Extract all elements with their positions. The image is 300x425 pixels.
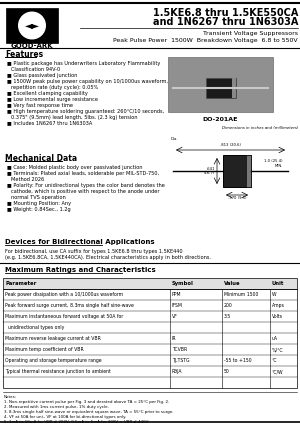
- Bar: [3, 289, 297, 388]
- Text: uA: uA: [272, 336, 278, 341]
- Text: ■ 1500W peak pulse power capability on 10/1000us waveform,: ■ 1500W peak pulse power capability on 1…: [7, 79, 168, 83]
- Text: Maximum instantaneous forward voltage at 50A for: Maximum instantaneous forward voltage at…: [5, 314, 123, 319]
- Text: and 1N6267 thru 1N6303A: and 1N6267 thru 1N6303A: [153, 17, 298, 27]
- Text: ■ Glass passivated junction: ■ Glass passivated junction: [7, 73, 77, 77]
- Text: Value: Value: [224, 281, 241, 286]
- Text: Dimensions in inches and (millimeters): Dimensions in inches and (millimeters): [222, 126, 298, 130]
- Text: Features: Features: [5, 49, 43, 59]
- Text: Maximum Ratings and Characteristics: Maximum Ratings and Characteristics: [5, 267, 156, 273]
- Text: Peak power dissipation with a 10/1000us waveform: Peak power dissipation with a 10/1000us …: [5, 292, 123, 297]
- Text: Mechanical Data: Mechanical Data: [5, 153, 77, 162]
- Text: ■ Plastic package has Underwriters Laboratory Flammability: ■ Plastic package has Underwriters Labor…: [7, 60, 160, 65]
- Text: IR: IR: [172, 336, 177, 341]
- Text: TCVBR: TCVBR: [172, 347, 187, 352]
- Text: repetition rate (duty cycle): 0.05%: repetition rate (duty cycle): 0.05%: [11, 85, 98, 90]
- Text: ■ Polarity: For unidirectional types the color band denotes the: ■ Polarity: For unidirectional types the…: [7, 182, 165, 187]
- Text: unidirectional types only: unidirectional types only: [5, 325, 64, 330]
- Text: ■ Low incremental surge resistance: ■ Low incremental surge resistance: [7, 96, 98, 102]
- Text: Amps: Amps: [272, 303, 285, 308]
- Text: (e.g. 1.5KE6.8CA, 1.5KE440CA). Electrical characteristics apply in both directio: (e.g. 1.5KE6.8CA, 1.5KE440CA). Electrica…: [5, 255, 211, 260]
- Bar: [3, 278, 297, 289]
- Text: Operating and storage temperature range: Operating and storage temperature range: [5, 358, 102, 363]
- Text: Peak forward surge current, 8.3ms single half sine-wave: Peak forward surge current, 8.3ms single…: [5, 303, 134, 308]
- Bar: [206, 77, 236, 97]
- Circle shape: [19, 12, 45, 39]
- Text: Dia.: Dia.: [171, 137, 178, 141]
- Text: ■ Mounting Position: Any: ■ Mounting Position: Any: [7, 201, 71, 206]
- Text: 2. Measured with 1ms current pulse, 1% duty cycle.: 2. Measured with 1ms current pulse, 1% d…: [4, 405, 109, 409]
- Text: PPM: PPM: [172, 292, 182, 297]
- Text: Transient Voltage Suppressors: Transient Voltage Suppressors: [203, 31, 298, 36]
- Text: Volts: Volts: [272, 314, 283, 319]
- Text: normal TVS operation: normal TVS operation: [11, 195, 66, 199]
- Text: ■ High temperature soldering guaranteed: 260°C/10 seconds,: ■ High temperature soldering guaranteed:…: [7, 108, 164, 113]
- Bar: [223, 155, 251, 187]
- Text: ■ Excellent clamping capability: ■ Excellent clamping capability: [7, 91, 88, 96]
- Text: ◄►: ◄►: [25, 20, 40, 31]
- Text: Classification 94V-0: Classification 94V-0: [11, 66, 60, 71]
- Text: 5. 1mA to 10mA for VBR ≤ 200V, 0.5mA to 5mA for 200V < VBR ≤ 440V.: 5. 1mA to 10mA for VBR ≤ 200V, 0.5mA to …: [4, 420, 149, 424]
- Text: -55 to +150: -55 to +150: [224, 358, 252, 363]
- Text: ■ Terminals: Plated axial leads, solderable per MIL-STD-750,: ■ Terminals: Plated axial leads, soldera…: [7, 170, 159, 176]
- Text: Parameter: Parameter: [5, 281, 36, 286]
- Text: RθJA: RθJA: [172, 369, 182, 374]
- Text: cathode, which is positive with respect to the anode under: cathode, which is positive with respect …: [11, 189, 160, 193]
- Bar: [246, 155, 251, 187]
- Text: TJ,TSTG: TJ,TSTG: [172, 358, 190, 363]
- Text: DO-201AE: DO-201AE: [203, 116, 238, 122]
- Text: 1.0 (25.4): 1.0 (25.4): [265, 159, 283, 163]
- Text: ■ Case: Molded plastic body over passivated junction: ■ Case: Molded plastic body over passiva…: [7, 164, 142, 170]
- Bar: [168, 57, 273, 112]
- Text: 50: 50: [224, 369, 230, 374]
- Text: .641
(16.7): .641 (16.7): [204, 167, 215, 175]
- Text: °C: °C: [272, 358, 278, 363]
- Text: 1.5KE6.8 thru 1.5KE550CA: 1.5KE6.8 thru 1.5KE550CA: [153, 8, 298, 18]
- Text: 3.5: 3.5: [224, 314, 231, 319]
- Text: Method 2026: Method 2026: [11, 176, 44, 181]
- Bar: [232, 77, 236, 97]
- Text: 0.375" (9.5mm) lead length, 5lbs. (2.3 kg) tension: 0.375" (9.5mm) lead length, 5lbs. (2.3 k…: [11, 114, 137, 119]
- Text: Maximum reverse leakage current at VBR: Maximum reverse leakage current at VBR: [5, 336, 101, 341]
- Text: 1. Non-repetitive current pulse per Fig. 3 and derated above TA = 25°C per Fig. : 1. Non-repetitive current pulse per Fig.…: [4, 400, 169, 404]
- Bar: [6, 8, 58, 43]
- Text: Notes:: Notes:: [4, 395, 17, 399]
- Text: Unit: Unit: [272, 281, 284, 286]
- Text: GOOD-ARK: GOOD-ARK: [11, 43, 53, 49]
- Text: ■ Very fast response time: ■ Very fast response time: [7, 102, 73, 108]
- Text: %/°C: %/°C: [272, 347, 284, 352]
- Text: 4. VF at 50A for uni., VF at 100A for bi-directional types only.: 4. VF at 50A for uni., VF at 100A for bi…: [4, 415, 126, 419]
- Text: °C/W: °C/W: [272, 369, 284, 374]
- Text: Devices for Bidirectional Applications: Devices for Bidirectional Applications: [5, 239, 154, 245]
- Text: 3. 8.3ms single half sine-wave or equivalent square wave, TA = 55°C prior to sur: 3. 8.3ms single half sine-wave or equiva…: [4, 410, 173, 414]
- Text: Typical thermal resistance junction to ambient: Typical thermal resistance junction to a…: [5, 369, 111, 374]
- Text: .370 (9.5): .370 (9.5): [228, 196, 246, 200]
- Text: W: W: [272, 292, 277, 297]
- Text: MIN.: MIN.: [274, 164, 283, 168]
- Text: VF: VF: [172, 314, 178, 319]
- Text: For bidirectional, use CA suffix for types 1.5KE6.8 thru types 1.5KE440: For bidirectional, use CA suffix for typ…: [5, 249, 183, 253]
- Text: ■ Weight: 0.84Sec., 1.2g: ■ Weight: 0.84Sec., 1.2g: [7, 207, 70, 212]
- Text: 200: 200: [224, 303, 233, 308]
- Text: Symbol: Symbol: [172, 281, 194, 286]
- Text: IFSM: IFSM: [172, 303, 183, 308]
- Text: ■ Includes 1N6267 thru 1N6303A: ■ Includes 1N6267 thru 1N6303A: [7, 121, 92, 125]
- Text: Maximum temp coefficient of VBR: Maximum temp coefficient of VBR: [5, 347, 84, 352]
- Text: Peak Pulse Power  1500W  Breakdown Voltage  6.8 to 550V: Peak Pulse Power 1500W Breakdown Voltage…: [113, 37, 298, 42]
- Text: .813 (20.6): .813 (20.6): [220, 143, 240, 147]
- Text: Minimum 1500: Minimum 1500: [224, 292, 258, 297]
